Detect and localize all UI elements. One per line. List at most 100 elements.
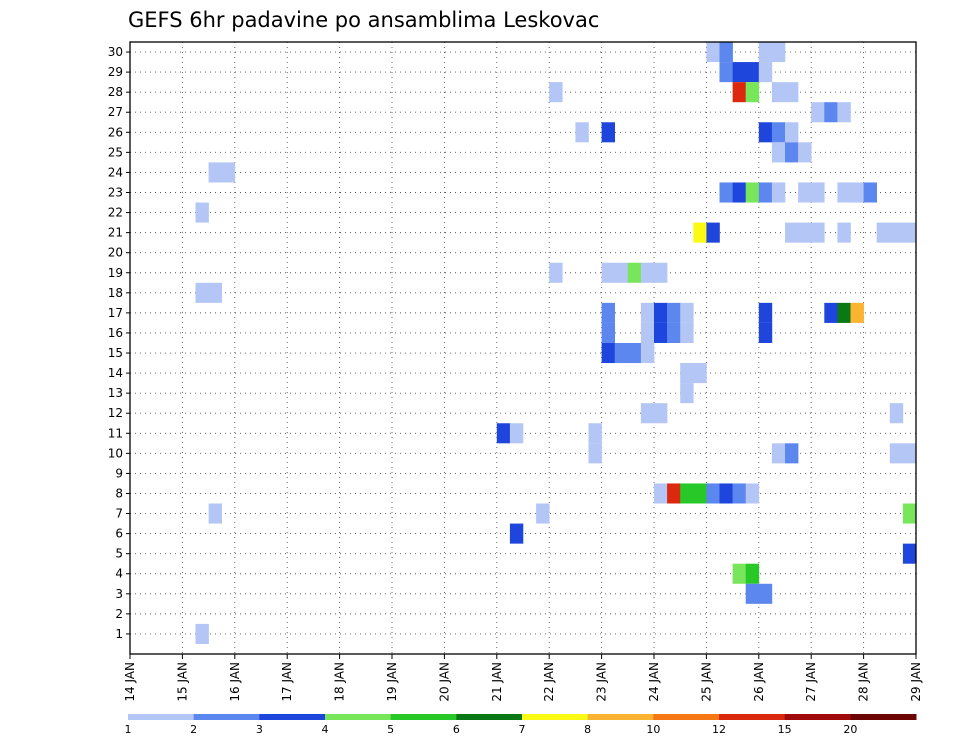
y-tick-label: 22 <box>108 206 123 220</box>
y-tick-label: 24 <box>108 165 123 179</box>
precip-cell <box>745 182 760 203</box>
precip-cell <box>902 543 917 564</box>
y-tick-label: 28 <box>108 85 123 99</box>
legend-swatch <box>128 714 195 720</box>
precip-cell <box>785 82 799 103</box>
legend-swatch <box>587 714 654 720</box>
precip-cell <box>850 182 864 203</box>
y-tick-label: 11 <box>108 426 123 440</box>
y-tick-label: 23 <box>108 185 123 199</box>
precip-cell <box>614 262 629 283</box>
x-tick-label: 21 JAN <box>490 662 504 702</box>
precip-cell <box>876 222 891 243</box>
precip-cell <box>785 443 799 464</box>
precip-cell <box>863 182 877 203</box>
legend-swatch <box>653 714 720 720</box>
y-tick-label: 1 <box>115 627 123 641</box>
precip-cell <box>824 102 838 123</box>
precip-cell <box>902 222 917 243</box>
x-tick-label: 28 JAN <box>857 662 871 702</box>
y-tick-label: 16 <box>108 326 123 340</box>
precip-cell <box>785 222 799 243</box>
precip-cell <box>732 182 746 203</box>
y-tick-label: 6 <box>115 527 123 541</box>
precip-cell <box>902 443 917 464</box>
precip-cell <box>732 483 746 504</box>
precip-cell <box>680 302 694 323</box>
legend-label: 15 <box>778 723 792 736</box>
precip-cell <box>221 162 236 183</box>
x-tick-label: 25 JAN <box>699 662 713 702</box>
precip-cell <box>837 302 851 323</box>
precip-cell <box>719 182 733 203</box>
precip-cell <box>824 302 838 323</box>
y-tick-label: 4 <box>115 567 123 581</box>
precip-cell <box>627 342 642 364</box>
y-tick-label: 2 <box>115 607 123 621</box>
precip-cell <box>640 302 655 323</box>
precip-cell <box>680 363 694 384</box>
precip-cell <box>601 122 615 143</box>
legend-swatch <box>325 714 392 720</box>
y-tick-label: 9 <box>115 466 123 480</box>
precip-cell <box>732 82 746 103</box>
y-tick-label: 15 <box>108 346 123 360</box>
precip-cell <box>745 583 760 604</box>
precip-cell <box>758 302 773 323</box>
y-tick-label: 21 <box>108 226 123 240</box>
legend-label: 3 <box>256 723 263 736</box>
precip-cell <box>771 122 786 143</box>
legend-swatch <box>390 714 457 720</box>
legend-swatch <box>259 714 326 720</box>
precip-cell <box>640 403 655 424</box>
legend-label: 7 <box>519 723 526 736</box>
precip-cell <box>837 182 851 203</box>
y-tick-label: 8 <box>115 486 123 500</box>
y-tick-label: 10 <box>108 446 123 460</box>
x-tick-label: 15 JAN <box>175 662 189 702</box>
precip-cell <box>837 222 851 243</box>
precip-cell <box>850 302 864 323</box>
precip-cell <box>745 483 760 504</box>
legend-label: 2 <box>190 723 197 736</box>
x-tick-label: 24 JAN <box>647 662 661 702</box>
precip-cell <box>811 222 825 243</box>
precip-cell <box>195 623 209 644</box>
precip-cell <box>693 363 707 384</box>
legend-swatch <box>719 714 786 720</box>
precip-cell <box>758 583 773 604</box>
precip-cell <box>706 42 720 63</box>
precip-cell <box>798 182 812 203</box>
precip-cell <box>771 82 786 103</box>
x-tick-label: 19 JAN <box>385 662 399 702</box>
y-tick-label: 13 <box>108 386 123 400</box>
legend-label: 20 <box>843 723 857 736</box>
chart-title: GEFS 6hr padavine po ansamblima Leskovac <box>128 8 599 32</box>
precip-cell <box>798 142 812 163</box>
precip-cell <box>588 443 602 464</box>
y-tick-label: 3 <box>115 587 123 601</box>
precip-cell <box>640 262 655 283</box>
y-tick-label: 17 <box>108 306 123 320</box>
y-tick-label: 19 <box>108 266 123 280</box>
precip-cell <box>719 483 733 504</box>
precip-cell <box>601 302 615 323</box>
precip-cell <box>654 262 668 283</box>
legend-label: 12 <box>712 723 726 736</box>
precip-cell <box>758 322 773 343</box>
y-tick-label: 18 <box>108 286 123 300</box>
y-tick-label: 29 <box>108 65 123 79</box>
precip-cell <box>693 483 707 504</box>
legend-label: 4 <box>322 723 329 736</box>
legend-label: 10 <box>646 723 660 736</box>
x-tick-label: 20 JAN <box>437 662 451 702</box>
precip-cell <box>588 423 602 444</box>
precip-cell <box>771 443 786 464</box>
y-tick-label: 14 <box>108 366 123 380</box>
precip-cell <box>667 483 681 504</box>
precip-cell <box>758 122 773 143</box>
precip-cell <box>785 142 799 163</box>
precip-cell <box>536 503 550 524</box>
precip-cell <box>889 403 904 424</box>
legend-label: 6 <box>453 723 460 736</box>
